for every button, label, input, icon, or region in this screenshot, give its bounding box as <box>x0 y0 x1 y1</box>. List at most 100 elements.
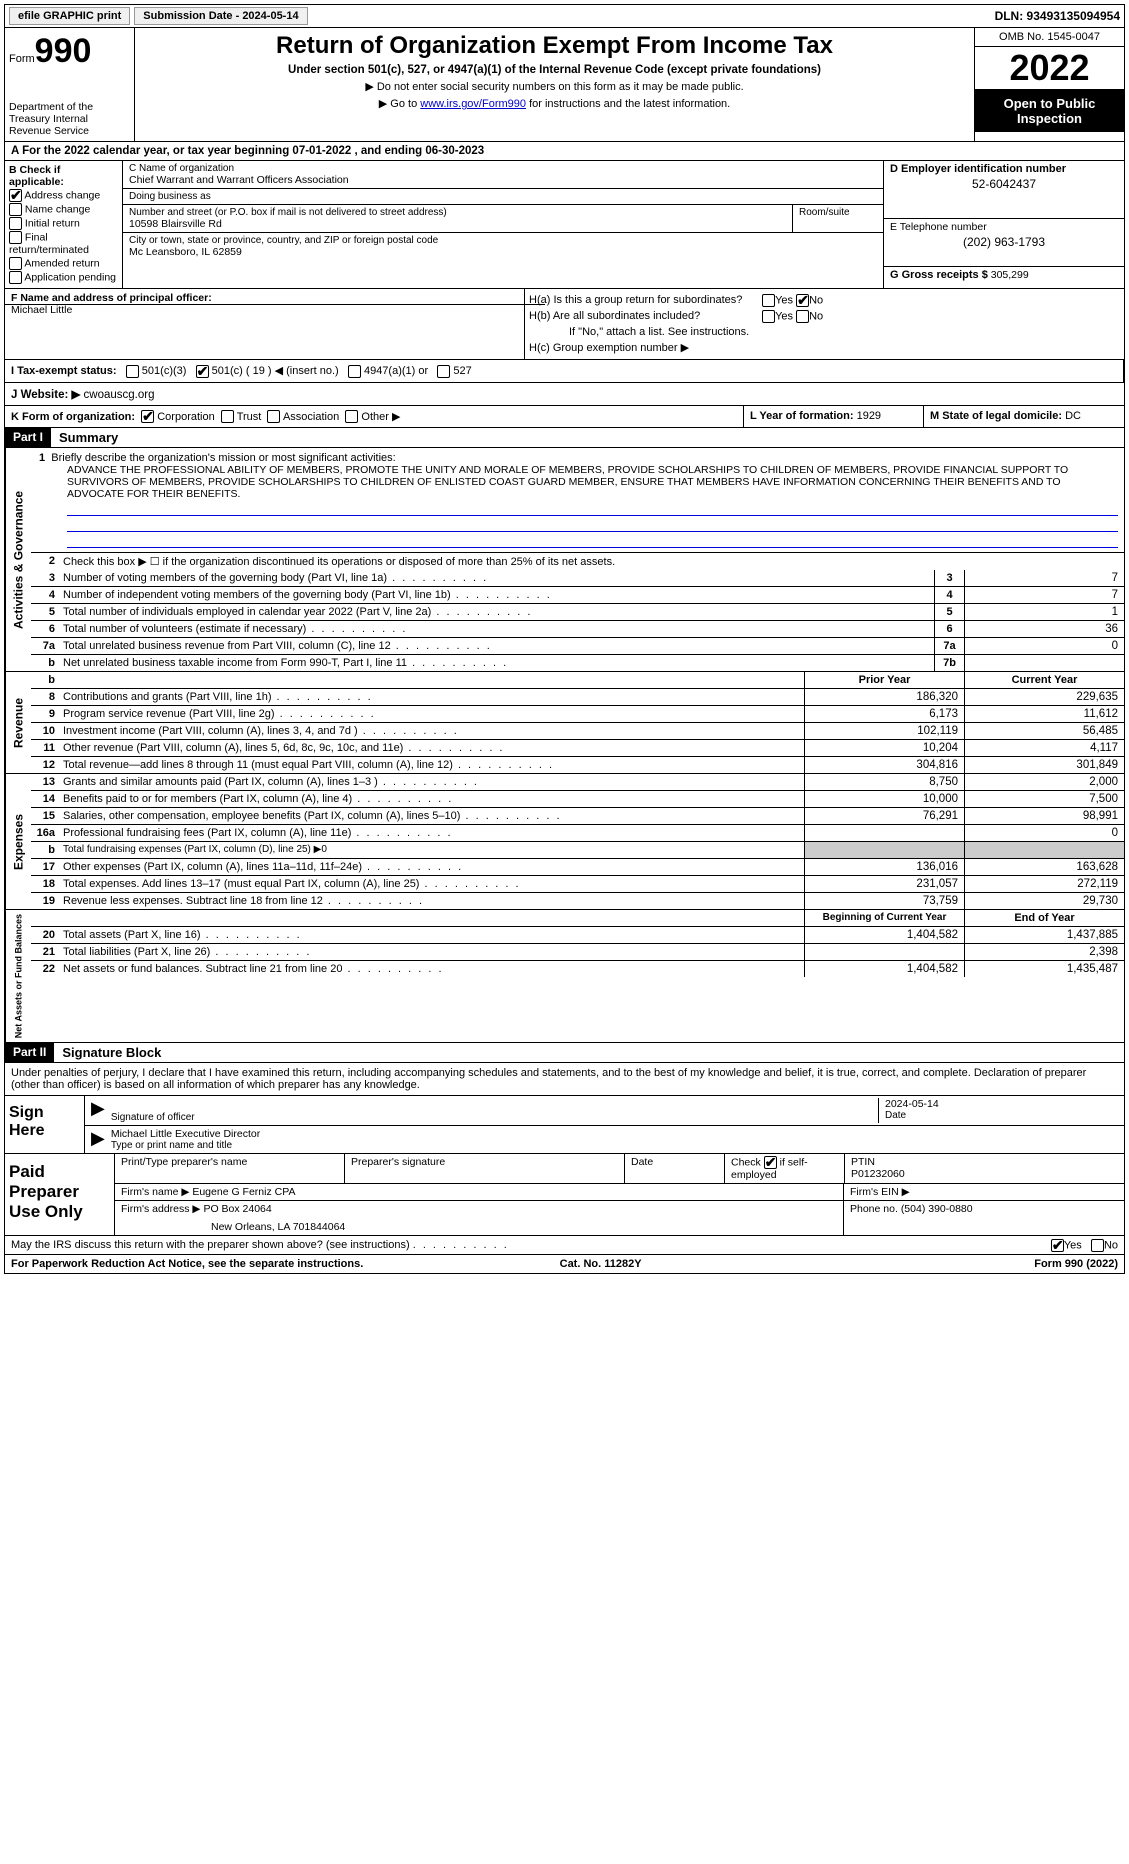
l-year: L Year of formation: 1929 <box>744 406 924 428</box>
row-i: I Tax-exempt status: 501(c)(3) 501(c) ( … <box>5 360 1124 383</box>
col-b: B Check if applicable: Address change Na… <box>5 161 123 288</box>
prep-row1: Print/Type preparer's name Preparer's si… <box>115 1154 1124 1184</box>
rev-header: b Prior Year Current Year <box>31 672 1124 689</box>
rev-line: 11Other revenue (Part VIII, column (A), … <box>31 740 1124 757</box>
gov-line: 4Number of independent voting members of… <box>31 587 1124 604</box>
bal-line: 21Total liabilities (Part X, line 26)2,3… <box>31 944 1124 961</box>
exp-line: bTotal fundraising expenses (Part IX, co… <box>31 842 1124 859</box>
officer-name: Michael Little <box>11 304 518 316</box>
bal-line: 22Net assets or fund balances. Subtract … <box>31 961 1124 977</box>
header-left: Form990 Department of the Treasury Inter… <box>5 28 135 141</box>
h-a: H(a) Is this a group return for subordin… <box>529 294 1120 307</box>
d-ein: D Employer identification number 52-6042… <box>884 161 1124 219</box>
k-form: K Form of organization: Corporation Trus… <box>5 406 744 428</box>
phone: (202) 963-1793 <box>890 233 1118 249</box>
status-i-abs <box>5 304 545 305</box>
self-emp: Check if self-employed <box>725 1154 845 1183</box>
discuss-yes[interactable] <box>1051 1239 1064 1252</box>
gov-line: 3Number of voting members of the governi… <box>31 570 1124 587</box>
chk-name[interactable]: Name change <box>9 203 118 216</box>
exp-line: 16aProfessional fundraising fees (Part I… <box>31 825 1124 842</box>
open-public: Open to Public Inspection <box>975 90 1124 132</box>
exp-line: 18Total expenses. Add lines 13–17 (must … <box>31 876 1124 893</box>
ein: 52-6042437 <box>890 175 1118 191</box>
mission-block: 1 1 Briefly describe the organization's … <box>31 448 1124 553</box>
omb-number: OMB No. 1545-0047 <box>975 28 1124 47</box>
irs-link[interactable]: www.irs.gov/Form990 <box>420 98 526 110</box>
chk-trust[interactable] <box>221 410 234 423</box>
chk-other[interactable] <box>345 410 358 423</box>
chk-assoc[interactable] <box>267 410 280 423</box>
city: Mc Leansboro, IL 62859 <box>129 246 877 258</box>
paid-prep: Paid Preparer Use Only <box>5 1154 115 1235</box>
hb-no[interactable] <box>796 310 809 323</box>
chk-4947[interactable] <box>348 365 361 378</box>
line-2: 2Check this box ▶ ☐ if the organization … <box>31 553 1124 570</box>
col-f: F Name and address of principal officer:… <box>5 289 525 359</box>
chk-527[interactable] <box>437 365 450 378</box>
dln: DLN: 93493135094954 <box>995 9 1120 23</box>
col-c: C Name of organization Chief Warrant and… <box>123 161 884 288</box>
row-a: A For the 2022 calendar year, or tax yea… <box>5 142 1124 161</box>
prep-right: Print/Type preparer's name Preparer's si… <box>115 1154 1124 1235</box>
b-label: B Check if applicable: <box>9 164 118 188</box>
discuss-no[interactable] <box>1091 1239 1104 1252</box>
sig-date: 2024-05-14 <box>885 1098 1118 1110</box>
c-dba: Doing business as <box>123 189 883 205</box>
header-mid: Return of Organization Exempt From Incom… <box>135 28 974 141</box>
prep-sig-label: Preparer's signature <box>345 1154 625 1183</box>
part1-label: Part I <box>5 428 51 447</box>
prep-row2: Firm's name ▶ Eugene G Ferniz CPA Firm's… <box>115 1184 1124 1201</box>
current-year-hdr: Current Year <box>964 672 1124 688</box>
exp-line: 13Grants and similar amounts paid (Part … <box>31 774 1124 791</box>
chk-self[interactable] <box>764 1156 777 1169</box>
chk-pending[interactable]: Application pending <box>9 271 118 284</box>
row-j: J Website: ▶ cwoauscg.org <box>5 383 1124 406</box>
form-990-page: efile GRAPHIC print Submission Date - 20… <box>4 4 1125 1274</box>
gov-body: 1 1 Briefly describe the organization's … <box>31 448 1124 671</box>
rev-line: 10Investment income (Part VIII, column (… <box>31 723 1124 740</box>
part1-title: Summary <box>51 428 126 447</box>
sign-here-row: Sign Here ▶ Signature of officer 2024-05… <box>5 1096 1124 1154</box>
gov-section: Activities & Governance 1 1 Briefly desc… <box>5 448 1124 672</box>
note2-post: for instructions and the latest informat… <box>526 98 730 110</box>
footer-left: For Paperwork Reduction Act Notice, see … <box>11 1258 363 1270</box>
chk-501c3[interactable] <box>126 365 139 378</box>
gov-line: 6Total number of volunteers (estimate if… <box>31 621 1124 638</box>
c-name: C Name of organization Chief Warrant and… <box>123 161 883 189</box>
bal-line: 20Total assets (Part X, line 16)1,404,58… <box>31 927 1124 944</box>
discuss-row: May the IRS discuss this return with the… <box>5 1236 1124 1255</box>
gov-line: 7aTotal unrelated business revenue from … <box>31 638 1124 655</box>
ha-no[interactable] <box>796 294 809 307</box>
ptin: P01232060 <box>851 1168 1118 1180</box>
vtab-bal: Net Assets or Fund Balances <box>5 910 31 1042</box>
part2-title: Signature Block <box>54 1043 169 1062</box>
col-h: H(a) Is this a group return for subordin… <box>525 289 1124 359</box>
efile-print-button[interactable]: efile GRAPHIC print <box>9 7 130 25</box>
g-receipts: G Gross receipts $ 305,299 <box>884 267 1124 283</box>
uline <box>67 518 1118 532</box>
part2-label: Part II <box>5 1043 54 1062</box>
chk-corp[interactable] <box>141 410 154 423</box>
chk-501c[interactable] <box>196 365 209 378</box>
chk-final[interactable]: Final return/terminated <box>9 231 118 256</box>
arrow-icon: ▶ <box>91 1128 105 1151</box>
chk-initial[interactable]: Initial return <box>9 217 118 230</box>
chk-address[interactable]: Address change <box>9 189 118 202</box>
section-bcd: B Check if applicable: Address change Na… <box>5 161 1124 289</box>
gross-receipts: 305,299 <box>991 269 1029 281</box>
form-title: Return of Organization Exempt From Incom… <box>139 32 970 60</box>
note2-pre: ▶ Go to <box>379 98 420 110</box>
sig-officer-line: ▶ Signature of officer 2024-05-14 Date <box>85 1096 1124 1126</box>
chk-amended[interactable]: Amended return <box>9 257 118 270</box>
rev-line: 8Contributions and grants (Part VIII, li… <box>31 689 1124 706</box>
rev-line: 12Total revenue—add lines 8 through 11 (… <box>31 757 1124 773</box>
e-phone: E Telephone number (202) 963-1793 <box>884 219 1124 267</box>
footer-right: Form 990 (2022) <box>1034 1258 1118 1270</box>
hb-yes[interactable] <box>762 310 775 323</box>
ha-yes[interactable] <box>762 294 775 307</box>
part1-hdr: Part I Summary <box>5 428 1124 448</box>
uline <box>67 502 1118 516</box>
section-fgh: F Name and address of principal officer:… <box>5 289 1124 360</box>
firm-ein: Firm's EIN ▶ <box>844 1184 1124 1200</box>
